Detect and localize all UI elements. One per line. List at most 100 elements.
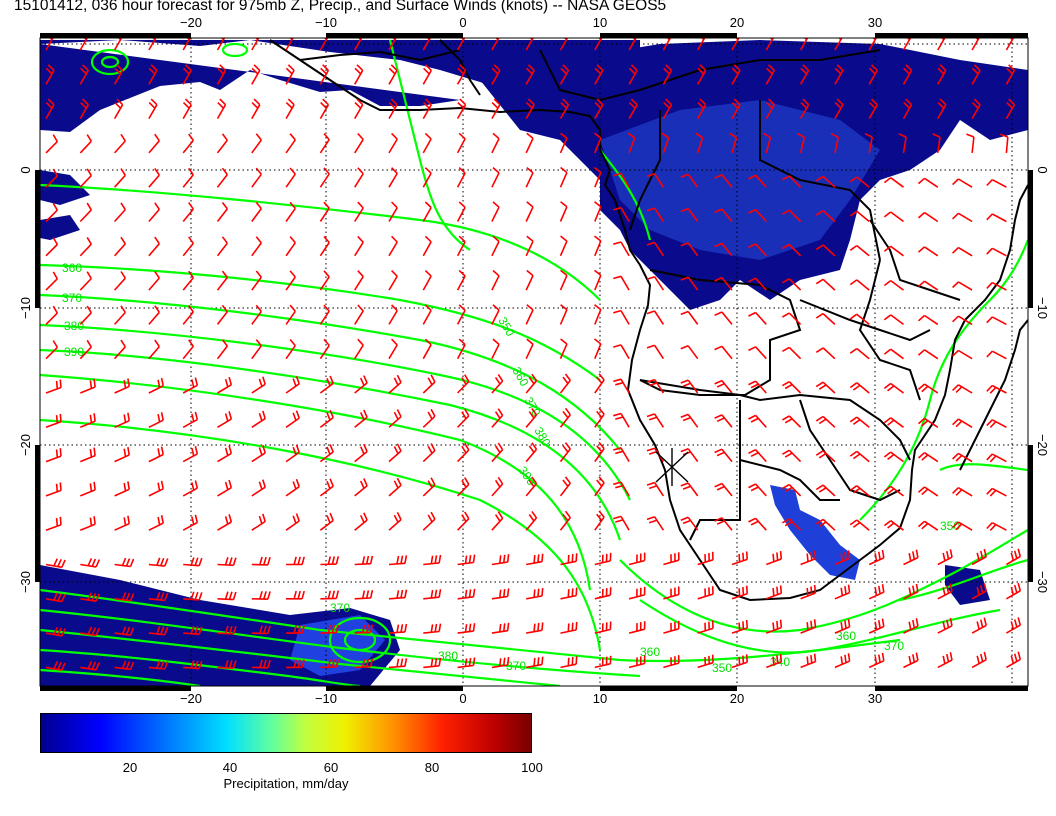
wind-barb-feather xyxy=(941,38,945,41)
wind-barb-feather xyxy=(874,621,878,630)
wind-barb-feather xyxy=(363,443,368,452)
wind-barb-feather xyxy=(191,447,195,457)
wind-barb-feather xyxy=(942,552,946,562)
wind-barb-feather xyxy=(329,512,334,521)
wind-barb-feather xyxy=(47,64,55,71)
wind-barb-feather xyxy=(497,408,504,416)
wind-barb xyxy=(148,208,160,223)
wind-barb-feather xyxy=(53,626,59,635)
wind-barb-feather xyxy=(457,102,465,109)
wind-barb xyxy=(755,174,767,188)
wind-barb-feather xyxy=(680,413,689,419)
lon-tick-label: −20 xyxy=(180,691,202,706)
wind-barb xyxy=(653,344,665,360)
wind-barb xyxy=(285,276,296,291)
wind-barb xyxy=(856,485,870,497)
wind-barb-feather xyxy=(359,480,365,489)
wind-barb xyxy=(423,596,440,600)
wind-barb-feather xyxy=(497,476,504,485)
wind-barb xyxy=(182,208,194,223)
wind-barb-feather xyxy=(89,380,93,389)
wind-barb-feather xyxy=(506,657,510,666)
wind-barb-feather xyxy=(908,553,912,562)
wind-barb xyxy=(822,450,836,463)
wind-barb-feather xyxy=(782,381,790,387)
frame-ticks xyxy=(35,33,1033,691)
wind-barb-feather xyxy=(779,585,783,594)
wind-barb-feather xyxy=(493,98,501,106)
wind-barb xyxy=(755,346,767,360)
wind-barb xyxy=(822,244,836,257)
wind-barb-feather xyxy=(198,557,203,566)
wind-barb-feather xyxy=(127,515,130,524)
wind-barb-feather xyxy=(497,373,504,382)
wind-barb-feather xyxy=(782,209,790,215)
wind-barb xyxy=(148,174,160,188)
wind-barb xyxy=(354,276,364,291)
wind-barb xyxy=(491,483,504,497)
wind-barb-feather xyxy=(840,656,844,665)
wind-barb-feather xyxy=(531,510,538,519)
wind-barb xyxy=(559,309,568,325)
wind-barb-feather xyxy=(363,512,368,521)
wind-barb-feather xyxy=(262,479,266,488)
wind-barb xyxy=(114,385,130,394)
wind-barb-feather xyxy=(369,658,374,667)
wind-barb-feather xyxy=(782,175,790,181)
wind-barb xyxy=(114,209,126,223)
wind-barb-feather xyxy=(369,590,374,599)
wind-barb xyxy=(319,344,330,360)
wind-barb-feather xyxy=(154,305,160,313)
wind-barb xyxy=(182,242,194,257)
wind-barb-feather xyxy=(750,417,759,423)
wind-barb-feather xyxy=(52,340,58,348)
wind-barb-feather xyxy=(156,660,161,669)
wind-barb xyxy=(182,345,194,360)
wind-barb-feather xyxy=(329,444,334,453)
wind-barb-feather xyxy=(613,241,622,245)
wind-barb-feather xyxy=(194,411,199,420)
wind-barb xyxy=(991,419,1007,429)
wind-barb-feather xyxy=(949,583,953,592)
wind-barb-feather xyxy=(776,586,779,595)
wind-barb xyxy=(594,206,602,222)
wind-barb-feather xyxy=(228,660,233,669)
wind-barb xyxy=(491,138,500,154)
wind-barb xyxy=(114,277,126,291)
wind-barb xyxy=(890,348,904,360)
wind-barb xyxy=(114,243,126,257)
wind-barb-feather xyxy=(769,38,773,41)
wind-barb-feather xyxy=(613,378,622,383)
wind-barb-feather xyxy=(541,553,544,562)
wind-barb-feather xyxy=(818,452,827,459)
wind-barb-feather xyxy=(267,625,271,634)
country-border-2 xyxy=(639,379,911,461)
wind-barb-feather xyxy=(648,450,658,455)
wind-barb-feather xyxy=(184,64,192,71)
wind-barb-feather xyxy=(680,516,689,521)
wind-barb-feather xyxy=(255,201,262,210)
wind-barb-feather xyxy=(86,236,92,245)
wind-barb xyxy=(890,451,904,463)
wind-barb-feather xyxy=(870,64,878,71)
wind-barb xyxy=(45,455,62,463)
colorbar-tick-label: 60 xyxy=(323,760,339,775)
wind-barb xyxy=(319,70,330,85)
wind-barb xyxy=(525,414,538,428)
wind-barb-feather xyxy=(541,656,544,665)
wind-barb xyxy=(319,416,334,428)
station-marker xyxy=(655,448,689,486)
wind-barb-feather xyxy=(949,652,953,661)
wind-barb xyxy=(594,482,605,497)
wind-barb-feather xyxy=(120,305,126,313)
wind-barb-feather xyxy=(263,556,267,566)
wind-barb xyxy=(971,70,981,85)
wind-barb-feather xyxy=(800,102,808,109)
wind-barb-feather xyxy=(472,623,476,632)
wind-barb-feather xyxy=(55,449,59,458)
lat-ticks-left: 0 −10 −20 −30 xyxy=(18,166,33,593)
wind-barb-feather xyxy=(221,236,228,244)
wind-barb-feather xyxy=(191,516,195,525)
wind-barb-feather xyxy=(396,555,400,565)
wind-barb xyxy=(354,416,368,428)
